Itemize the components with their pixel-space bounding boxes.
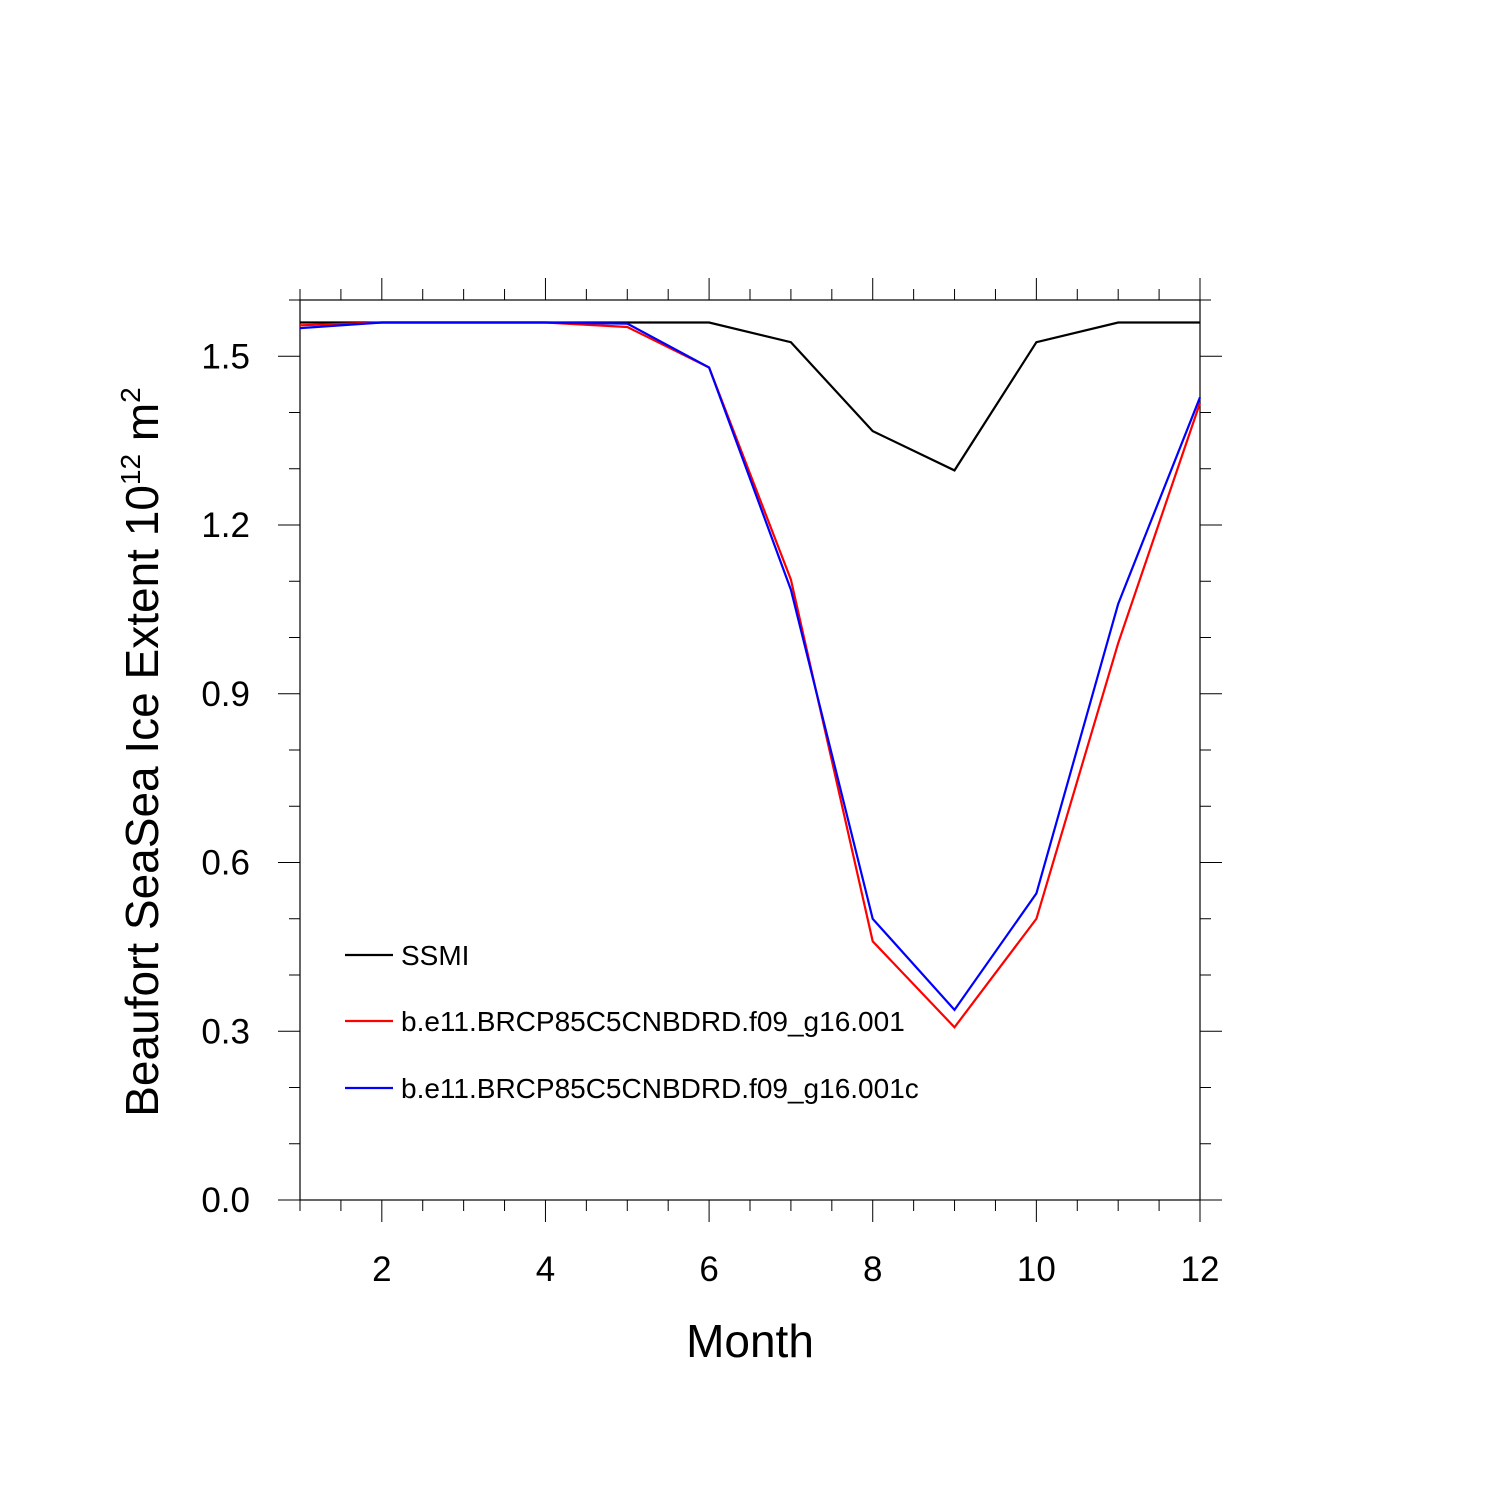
y-axis-title-unit: m	[116, 403, 168, 454]
y-tick-label: 0.9	[201, 675, 250, 714]
legend-label-2: b.e11.BRCP85C5CNBDRD.f09_g16.001	[401, 1006, 905, 1037]
y-tick-label: 0.3	[201, 1012, 250, 1051]
series-line-3	[299, 321, 1202, 1012]
series-lines	[299, 321, 1202, 1029]
x-tick-label: 6	[699, 1250, 718, 1289]
y-tick-label: 0.0	[201, 1181, 250, 1220]
y-tick-label: 1.5	[201, 337, 250, 376]
axis-ticks	[278, 278, 1222, 1222]
plot-frame	[299, 299, 1201, 1201]
y-axis-title-exp1: 12	[115, 454, 146, 485]
x-tick-label: 8	[863, 1250, 882, 1289]
series-line-2	[299, 321, 1202, 1029]
x-tick-label: 2	[372, 1250, 391, 1289]
y-tick-label: 0.6	[201, 844, 250, 883]
legend-label-3: b.e11.BRCP85C5CNBDRD.f09_g16.001c	[401, 1073, 919, 1104]
series-line-1	[300, 321, 1200, 472]
axis-tick-labels: 2 4 6 8 10 12 0.0 0.3 0.6 0.9 1.2 1.5	[201, 337, 1219, 1289]
y-axis-title-exp2: 2	[115, 387, 146, 403]
x-tick-label: 10	[1017, 1250, 1056, 1289]
y-tick-label: 1.2	[201, 506, 250, 545]
x-tick-label: 4	[536, 1250, 555, 1289]
legend-label-1: SSMI	[401, 940, 469, 971]
x-tick-label: 12	[1181, 1250, 1220, 1289]
legend: SSMI b.e11.BRCP85C5CNBDRD.f09_g16.001 b.e1…	[345, 940, 919, 1104]
x-axis-title: Month	[686, 1315, 814, 1367]
y-axis-title-text: Beaufort SeaSea Ice Extent 10	[116, 485, 168, 1117]
y-axis-title: Beaufort SeaSea Ice Extent 1012 m2	[115, 387, 168, 1117]
